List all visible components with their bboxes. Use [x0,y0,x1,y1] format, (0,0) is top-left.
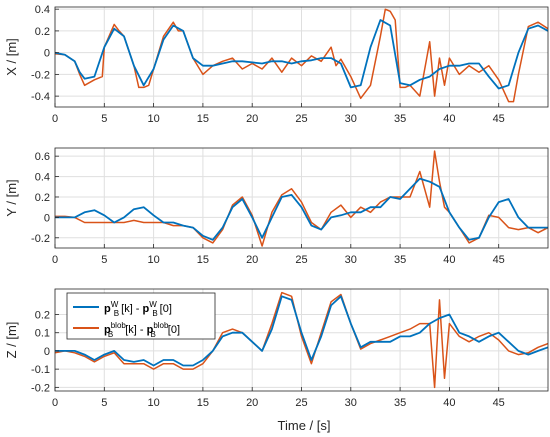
x-tick-label: 20 [246,397,258,409]
y-tick-label: 0.4 [35,172,50,184]
x-tick-label: 15 [197,254,209,266]
x-tick-label: 10 [147,397,159,409]
x-tick-label: 15 [197,397,209,409]
x-tick-label: 15 [197,113,209,125]
x-tick-label: 5 [101,113,107,125]
y-axis-label: Z / [m] [4,322,19,359]
y-tick-label: 0.2 [35,192,50,204]
y-tick-label: -0.2 [31,233,50,245]
y-tick-label: -0.2 [31,69,50,81]
x-axis-label: Time / [s] [278,418,331,433]
panels: 0.40.20-0.2-0.40 5 10 15 20 25 30 35 40 45X / [m]… [4,4,549,409]
x-tick-label: 40 [443,113,455,125]
legend-label-blob: pblob B [k] - pblob B [0] [104,321,180,339]
y-tick-label: 0 [44,212,50,224]
y-tick-label: 0.2 [35,310,50,322]
panel-y: 0.60.40.20-0.20 5 10 15 20 25 30 35 40 45Y / [m] [4,147,549,266]
x-tick-label: 20 [246,254,258,266]
x-tick-label: 10 [147,254,159,266]
y-tick-label: 0.4 [35,4,50,16]
y-tick-label: 0.6 [35,151,50,163]
y-axis-label: X / [m] [4,38,19,76]
legend-label-reference: pW B [k] - pW B [0] [104,300,172,318]
panel-x: 0.40.20-0.2-0.40 5 10 15 20 25 30 35 40 45X / [m] [4,4,549,125]
x-tick-label: 35 [394,397,406,409]
x-tick-label: 30 [345,254,357,266]
x-tick-label: 20 [246,113,258,125]
series-line-reference [55,19,548,90]
series-line-reference [55,177,548,241]
x-tick-label: 30 [345,397,357,409]
x-tick-label: 35 [394,254,406,266]
legend: pW B [k] - pW B [0] pblob B [k] - pblob B [0] [66,292,216,340]
x-tick-label: 30 [345,113,357,125]
y-tick-label: -0.1 [31,364,50,376]
series-group [55,291,548,389]
y-tick-label: -0.4 [31,91,50,103]
x-tick-label: 45 [493,113,505,125]
x-tick-label: 0 [52,254,58,266]
x-tick-label: 25 [295,397,307,409]
x-tick-label: 25 [295,113,307,125]
y-tick-label: 0.2 [35,26,50,38]
series-group [55,8,548,103]
legend-box [66,292,216,340]
x-tick-label: 40 [443,254,455,266]
series-line-blob [55,291,548,389]
x-tick-label: 45 [493,397,505,409]
x-tick-label: 0 [52,113,58,125]
x-tick-label: 5 [101,254,107,266]
x-tick-label: 5 [101,397,107,409]
y-tick-label: 0.1 [35,328,50,340]
x-tick-label: 10 [147,113,159,125]
series-group [55,150,548,247]
y-tick-label: -0.2 [31,382,50,394]
y-tick-label: 0 [44,48,50,60]
x-tick-label: 25 [295,254,307,266]
x-tick-label: 0 [52,397,58,409]
x-tick-label: 45 [493,254,505,266]
y-axis-label: Y / [m] [4,179,19,216]
x-tick-label: 35 [394,113,406,125]
x-tick-label: 40 [443,397,455,409]
y-tick-label: 0 [44,346,50,358]
series-line-reference [55,295,548,367]
